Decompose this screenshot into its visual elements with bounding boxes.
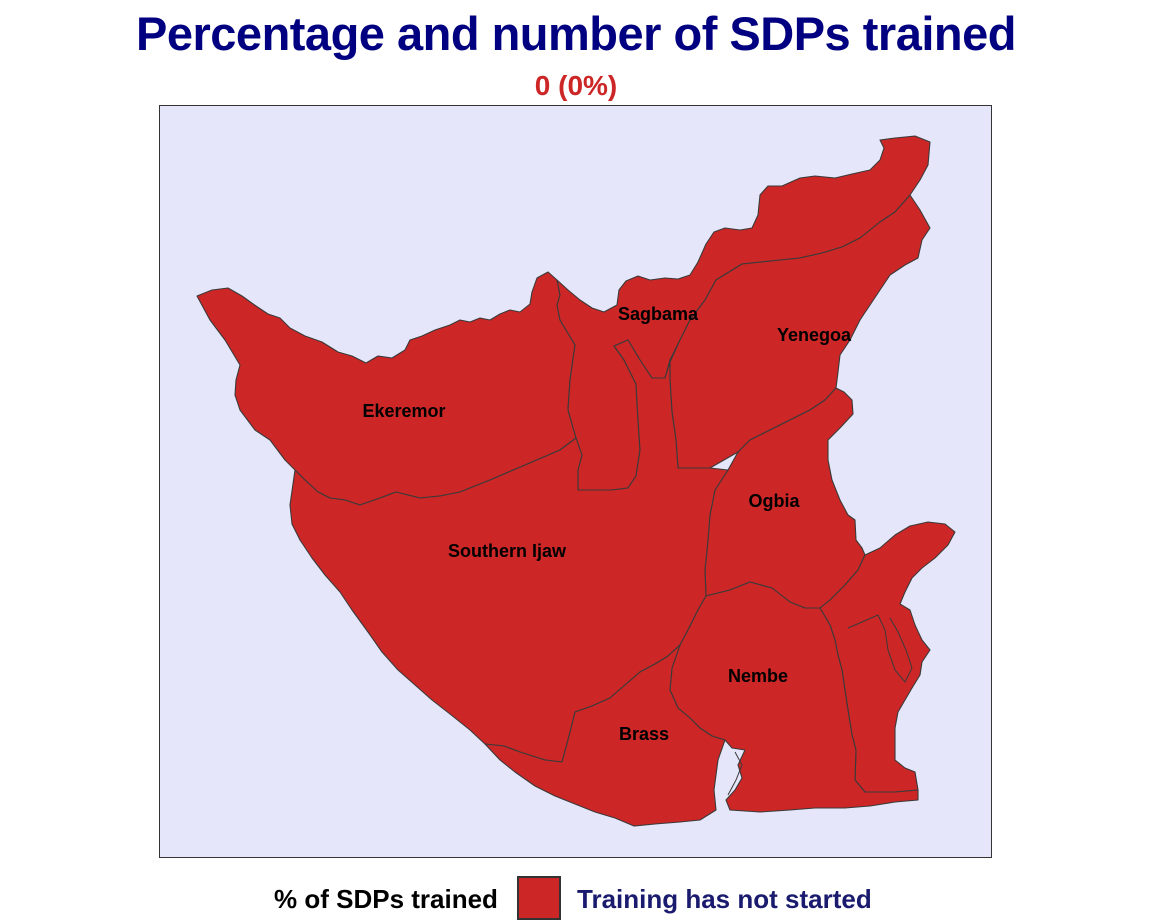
region-southern-ijaw[interactable] [289,339,729,763]
legend-key-swatch [517,876,561,920]
creek-line [847,614,913,683]
label-ogbia: Ogbia [748,491,800,511]
label-brass: Brass [619,724,669,744]
map-svg: Sagbama Yenegoa Ekeremor Ogbia Southern … [196,135,956,827]
region-brass[interactable] [484,644,726,827]
label-nembe: Nembe [728,666,788,686]
legend-key-label: Training has not started [577,884,872,914]
label-southern-ijaw: Southern Ijaw [448,541,567,561]
map-subtitle: 0 (0%) [534,70,618,101]
label-ekeremor: Ekeremor [362,401,445,421]
legend-title: % of SDPs trained [274,884,498,914]
creek-line-2 [727,751,743,796]
map-panel: Sagbama Yenegoa Ekeremor Ogbia Southern … [159,105,992,858]
map-title: Percentage and number of SDPs trained [136,7,1016,60]
label-sagbama: Sagbama [618,304,699,324]
label-yenegoa: Yenegoa [777,325,852,345]
legend: % of SDPs trained Training has not start… [0,872,1152,922]
